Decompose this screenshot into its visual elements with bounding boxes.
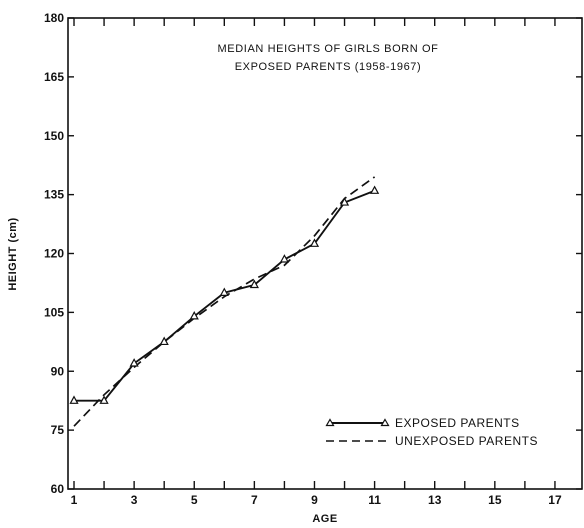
y-tick-label: 180 <box>44 11 64 25</box>
y-tick-label: 90 <box>51 364 65 378</box>
data-point-exposed <box>69 395 79 404</box>
y-axis-label: HEIGHT (cm) <box>7 217 19 290</box>
y-tick-label: 120 <box>44 247 64 261</box>
legend-marker-exposed-left <box>325 418 335 427</box>
x-tick-label: 9 <box>311 493 318 507</box>
legend: EXPOSED PARENTS UNEXPOSED PARENTS <box>325 416 538 448</box>
legend-label-unexposed: UNEXPOSED PARENTS <box>395 434 538 448</box>
top-axis-ticks <box>73 18 556 26</box>
x-tick-label: 7 <box>251 493 258 507</box>
chart-subtitle: EXPOSED PARENTS (1958-1967) <box>235 61 422 73</box>
x-axis-label: AGE <box>312 513 337 525</box>
series-layer <box>69 176 380 427</box>
right-axis-ticks <box>576 17 582 490</box>
x-tick-label: 3 <box>131 493 138 507</box>
legend-marker-exposed-right <box>380 418 390 427</box>
y-tick-label: 60 <box>51 482 65 496</box>
data-point-exposed <box>219 287 229 296</box>
data-point-exposed <box>249 279 259 289</box>
legend-label-exposed: EXPOSED PARENTS <box>395 416 520 430</box>
x-tick-label: 13 <box>428 493 442 507</box>
chart-title: MEDIAN HEIGHTS OF GIRLS BORN OF <box>218 43 439 55</box>
data-point-exposed <box>339 197 350 206</box>
y-tick-label: 135 <box>44 188 64 202</box>
data-point-exposed <box>309 238 320 247</box>
x-tick-label: 1 <box>71 493 78 507</box>
x-axis-ticks: 1 3 5 7 9 11 13 15 17 <box>71 481 562 507</box>
data-point-exposed <box>279 254 290 263</box>
y-tick-label: 105 <box>44 305 64 319</box>
data-point-exposed <box>369 185 380 194</box>
x-tick-label: 11 <box>368 493 381 507</box>
data-point-exposed <box>129 358 139 367</box>
y-tick-label: 75 <box>51 423 65 437</box>
series-line-unexposed <box>73 176 376 427</box>
x-tick-label: 17 <box>548 493 562 507</box>
data-point-exposed <box>189 311 199 320</box>
y-tick-label: 165 <box>44 70 64 84</box>
y-tick-label: 150 <box>44 129 64 143</box>
data-point-exposed <box>99 395 109 404</box>
y-axis-ticks: 60 75 90 105 120 135 150 165 180 <box>44 11 74 496</box>
x-tick-label: 5 <box>191 493 198 507</box>
data-point-exposed <box>159 336 169 346</box>
x-tick-label: 15 <box>488 493 502 507</box>
